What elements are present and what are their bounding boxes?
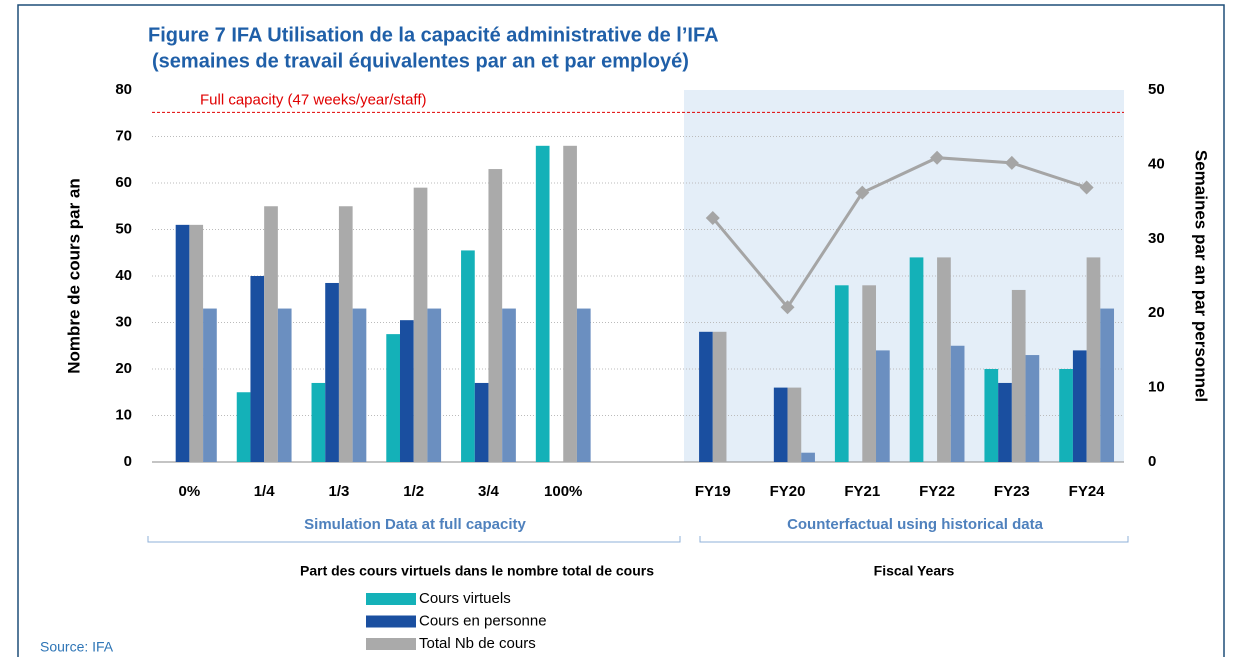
bar xyxy=(399,320,414,462)
bar xyxy=(773,387,788,462)
bar xyxy=(834,285,849,462)
bar xyxy=(801,452,815,462)
group-label: Simulation Data at full capacity xyxy=(304,516,526,533)
x-tick-label: FY21 xyxy=(844,483,880,500)
bar xyxy=(338,206,353,462)
bar xyxy=(352,308,367,462)
bar xyxy=(264,206,278,462)
frame xyxy=(17,4,1225,657)
bar xyxy=(787,387,802,462)
bar xyxy=(1011,289,1026,462)
y-tick-label: 0 xyxy=(124,453,132,470)
bar xyxy=(250,276,265,462)
bar xyxy=(502,308,516,462)
y-axis-title: Nombre de cours par an xyxy=(64,178,83,374)
bar xyxy=(563,145,577,463)
x-tick-label: 1/4 xyxy=(254,483,276,500)
y2-tick-label: 10 xyxy=(1148,379,1165,396)
bar xyxy=(950,345,965,462)
source: Source: IFA xyxy=(40,639,114,655)
bar xyxy=(937,257,951,462)
bar xyxy=(427,308,442,462)
y2-tick-label: 40 xyxy=(1148,155,1165,172)
legend-swatch xyxy=(366,638,416,650)
x-tick-label: 0% xyxy=(179,483,201,500)
group-bracket xyxy=(147,536,681,543)
bar xyxy=(984,369,999,462)
bar xyxy=(1025,355,1040,462)
bar xyxy=(876,350,890,462)
y2-tick-label: 30 xyxy=(1148,230,1165,247)
bar xyxy=(488,169,503,463)
bar xyxy=(474,382,489,462)
y-tick-label: 80 xyxy=(115,81,132,98)
y-tick-label: 40 xyxy=(115,267,132,284)
bar xyxy=(909,257,924,462)
x-tick-label: FY22 xyxy=(919,483,955,500)
bar xyxy=(1100,308,1115,462)
line-marker xyxy=(780,300,795,315)
y-tick-label: 20 xyxy=(115,360,132,377)
bar xyxy=(461,250,475,462)
legend-label: Total Nb de cours xyxy=(419,635,536,652)
group-bracket xyxy=(699,536,1129,543)
x-tick-label: 100% xyxy=(544,483,582,500)
x-tick-label: FY24 xyxy=(1069,483,1106,500)
bar xyxy=(189,224,204,462)
legend-swatch xyxy=(366,615,416,628)
bar xyxy=(535,145,550,463)
bar xyxy=(203,308,217,462)
bar xyxy=(325,282,339,462)
group-label: Counterfactual using historical data xyxy=(787,516,1044,533)
y2-axis-title: Semaines par an par personnel xyxy=(1192,150,1211,402)
legend-label: Cours virtuels xyxy=(419,590,511,607)
legend-swatch xyxy=(366,593,416,605)
x-tick-label: 3/4 xyxy=(478,483,500,500)
line-marker xyxy=(705,210,720,225)
y2-tick-label: 20 xyxy=(1148,304,1165,321)
bar xyxy=(862,285,877,462)
bar xyxy=(699,331,713,462)
bar xyxy=(175,224,190,462)
bar xyxy=(1072,350,1087,462)
line-marker xyxy=(1004,155,1019,170)
y2-tick-label: 0 xyxy=(1148,453,1156,470)
x-tick-label: 1/3 xyxy=(328,483,349,500)
x-tick-label: FY23 xyxy=(994,483,1030,500)
x-axis-title: Fiscal Years xyxy=(874,563,955,579)
x-tick-label: FY19 xyxy=(695,483,731,500)
legend-label: Cours en personne xyxy=(419,612,547,629)
line-marker xyxy=(930,150,945,165)
reference-label: Full capacity (47 weeks/year/staff) xyxy=(200,91,426,108)
y-tick-label: 50 xyxy=(115,220,132,237)
line-marker xyxy=(855,185,870,200)
bar xyxy=(1086,257,1101,462)
bar xyxy=(1059,369,1073,462)
y-tick-label: 60 xyxy=(115,174,132,191)
chart-title: Figure 7 IFA Utilisation de la capacité … xyxy=(148,24,719,46)
y-tick-label: 10 xyxy=(115,406,132,423)
bar xyxy=(311,382,326,462)
y-tick-label: 70 xyxy=(115,127,132,144)
x-tick-label: 1/2 xyxy=(403,483,424,500)
line-marker xyxy=(1079,180,1094,195)
chart-subtitle: (semaines de travail équivalentes par an… xyxy=(152,50,689,72)
bar xyxy=(998,382,1012,462)
bar xyxy=(712,331,727,462)
y-tick-label: 30 xyxy=(115,313,132,330)
y2-tick-label: 50 xyxy=(1148,81,1165,98)
x-axis-title: Part des cours virtuels dans le nombre t… xyxy=(300,563,654,579)
x-tick-label: FY20 xyxy=(770,483,806,500)
bar xyxy=(576,308,591,462)
bar xyxy=(277,308,292,462)
line xyxy=(711,156,1088,310)
shaded-region xyxy=(684,90,1124,462)
bar xyxy=(236,392,251,462)
bar xyxy=(386,334,400,462)
bar xyxy=(413,187,428,462)
